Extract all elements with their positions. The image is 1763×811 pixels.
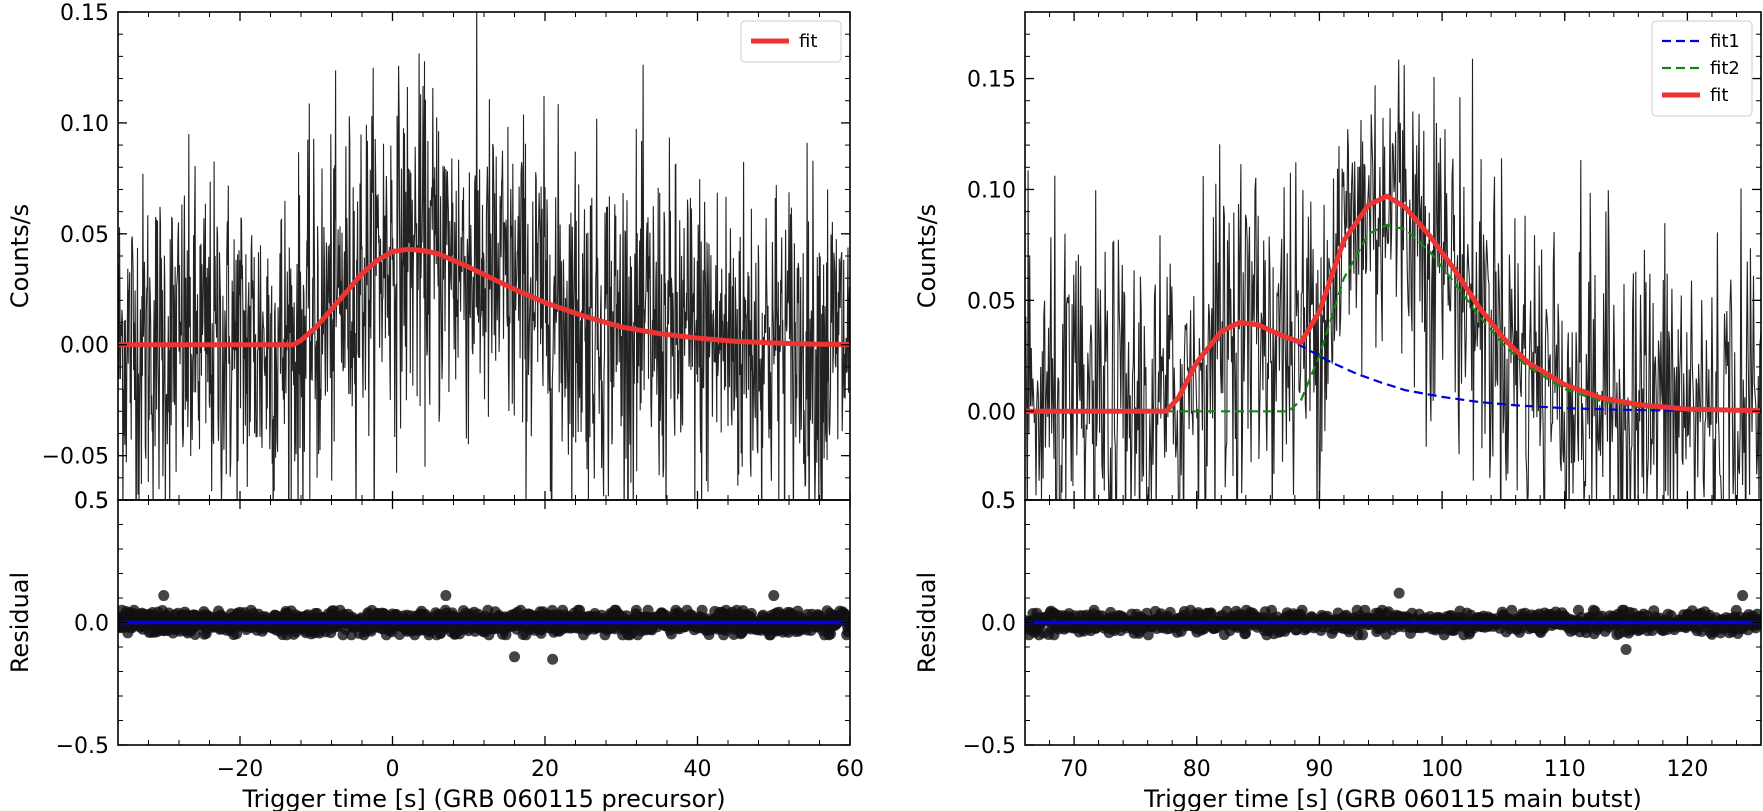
- right-residual-point: [1164, 606, 1176, 618]
- right-top-ytick-label: 0.05: [967, 289, 1016, 314]
- left-top-ylabel: Counts/s: [6, 204, 34, 308]
- right-bottom-ytick-label: 0.5: [981, 489, 1016, 514]
- right-bottom-ytick-label: 0.0: [981, 612, 1016, 637]
- right-residual-point: [1240, 627, 1252, 639]
- left-bottom-xtick-label: 20: [531, 757, 559, 782]
- right-residual-point: [1620, 643, 1632, 655]
- right-residual-point: [1205, 607, 1217, 619]
- left-residual-point: [547, 653, 559, 665]
- right-residual-point: [1357, 629, 1369, 641]
- left-bottom-xtick-label: 60: [836, 757, 864, 782]
- left-top-overflow-label: 0.5: [74, 489, 109, 514]
- left-top-ytick-label: −0.05: [42, 445, 109, 470]
- right-residual-panel: −0.5 0.0 0.5 70 80 90 100 110 120 Residual Trigge…: [913, 489, 1762, 811]
- left-bottom-ytick-label: 0.5: [74, 489, 109, 514]
- right-top-ytick-label: 0.15: [967, 68, 1016, 93]
- right-legend-label-fit1: fit1: [1710, 31, 1740, 52]
- right-residual-point: [1296, 604, 1308, 616]
- right-bottom-xtick-label: 110: [1544, 757, 1586, 782]
- left-bottom-ytick-label: −0.5: [56, 734, 109, 759]
- left-light-curve-panel: −0.05 0.00 0.05 0.10 0.15 Counts/s fit: [6, 1, 851, 501]
- right-legend-box: [1651, 20, 1753, 117]
- left-residual-point: [768, 590, 780, 602]
- right-top-overflow-label: 0.5: [981, 489, 1016, 514]
- left-legend-box: [740, 20, 842, 63]
- left-residual-point: [440, 590, 452, 602]
- right-observed-data-line: [1025, 58, 1761, 500]
- left-bottom-xlabel: Trigger time [s] (GRB 060115 precursor): [241, 785, 725, 811]
- right-top-ytick-label: 0.00: [967, 400, 1016, 425]
- left-residual-panel: −0.5 0.0 0.5 −20 0 20 40 60 Residual Trigger tim…: [6, 489, 864, 811]
- left-legend-label-fit: fit: [799, 31, 817, 52]
- left-bottom-xtick-label: 40: [684, 757, 712, 782]
- right-legend-label-fit: fit: [1710, 85, 1728, 106]
- left-observed-data-line: [118, 12, 850, 500]
- right-fit1-series-line: [1025, 321, 1761, 413]
- left-residual-point: [189, 629, 201, 640]
- left-residual-point: [509, 651, 520, 663]
- right-bottom-xtick-label: 90: [1305, 757, 1333, 782]
- left-bottom-ytick-label: 0.0: [74, 612, 109, 637]
- right-bottom-xtick-label: 100: [1421, 757, 1463, 782]
- right-top-ytick-label: 0.10: [967, 178, 1016, 203]
- right-bottom-xtick-label: 120: [1666, 757, 1708, 782]
- right-residual-point: [1737, 590, 1749, 602]
- left-top-ytick-label: 0.15: [60, 1, 109, 26]
- right-bottom-ylabel: Residual: [913, 572, 941, 673]
- left-top-ytick-label: 0.05: [60, 223, 109, 248]
- left-bottom-ylabel: Residual: [6, 572, 34, 673]
- right-bottom-xlabel: Trigger time [s] (GRB 060115 main butst): [1143, 785, 1642, 811]
- right-bottom-xtick-label: 80: [1183, 757, 1211, 782]
- left-bottom-xtick-label: 0: [386, 757, 400, 782]
- right-light-curve-panel: 0.00 0.05 0.10 0.15 Counts/s fit1 fit2 fit: [913, 11, 1762, 501]
- left-bottom-xtick-label: −20: [217, 757, 263, 782]
- right-residual-point: [1142, 629, 1154, 641]
- right-residual-point: [1506, 604, 1518, 616]
- right-legend-label-fit2: fit2: [1710, 58, 1740, 79]
- right-top-ylabel: Counts/s: [913, 204, 941, 308]
- left-residual-point: [696, 604, 708, 616]
- right-bottom-ytick-label: −0.5: [963, 734, 1016, 759]
- right-bottom-xtick-label: 70: [1060, 757, 1088, 782]
- right-residual-point: [1393, 587, 1405, 599]
- left-fit-series-line: [118, 246, 850, 348]
- left-top-ytick-label: 0.00: [60, 334, 109, 359]
- right-fit-series-line: [1025, 193, 1761, 414]
- left-residual-point: [158, 590, 170, 602]
- right-fit2-series-line: [1025, 223, 1761, 413]
- left-top-ytick-label: 0.10: [60, 112, 109, 137]
